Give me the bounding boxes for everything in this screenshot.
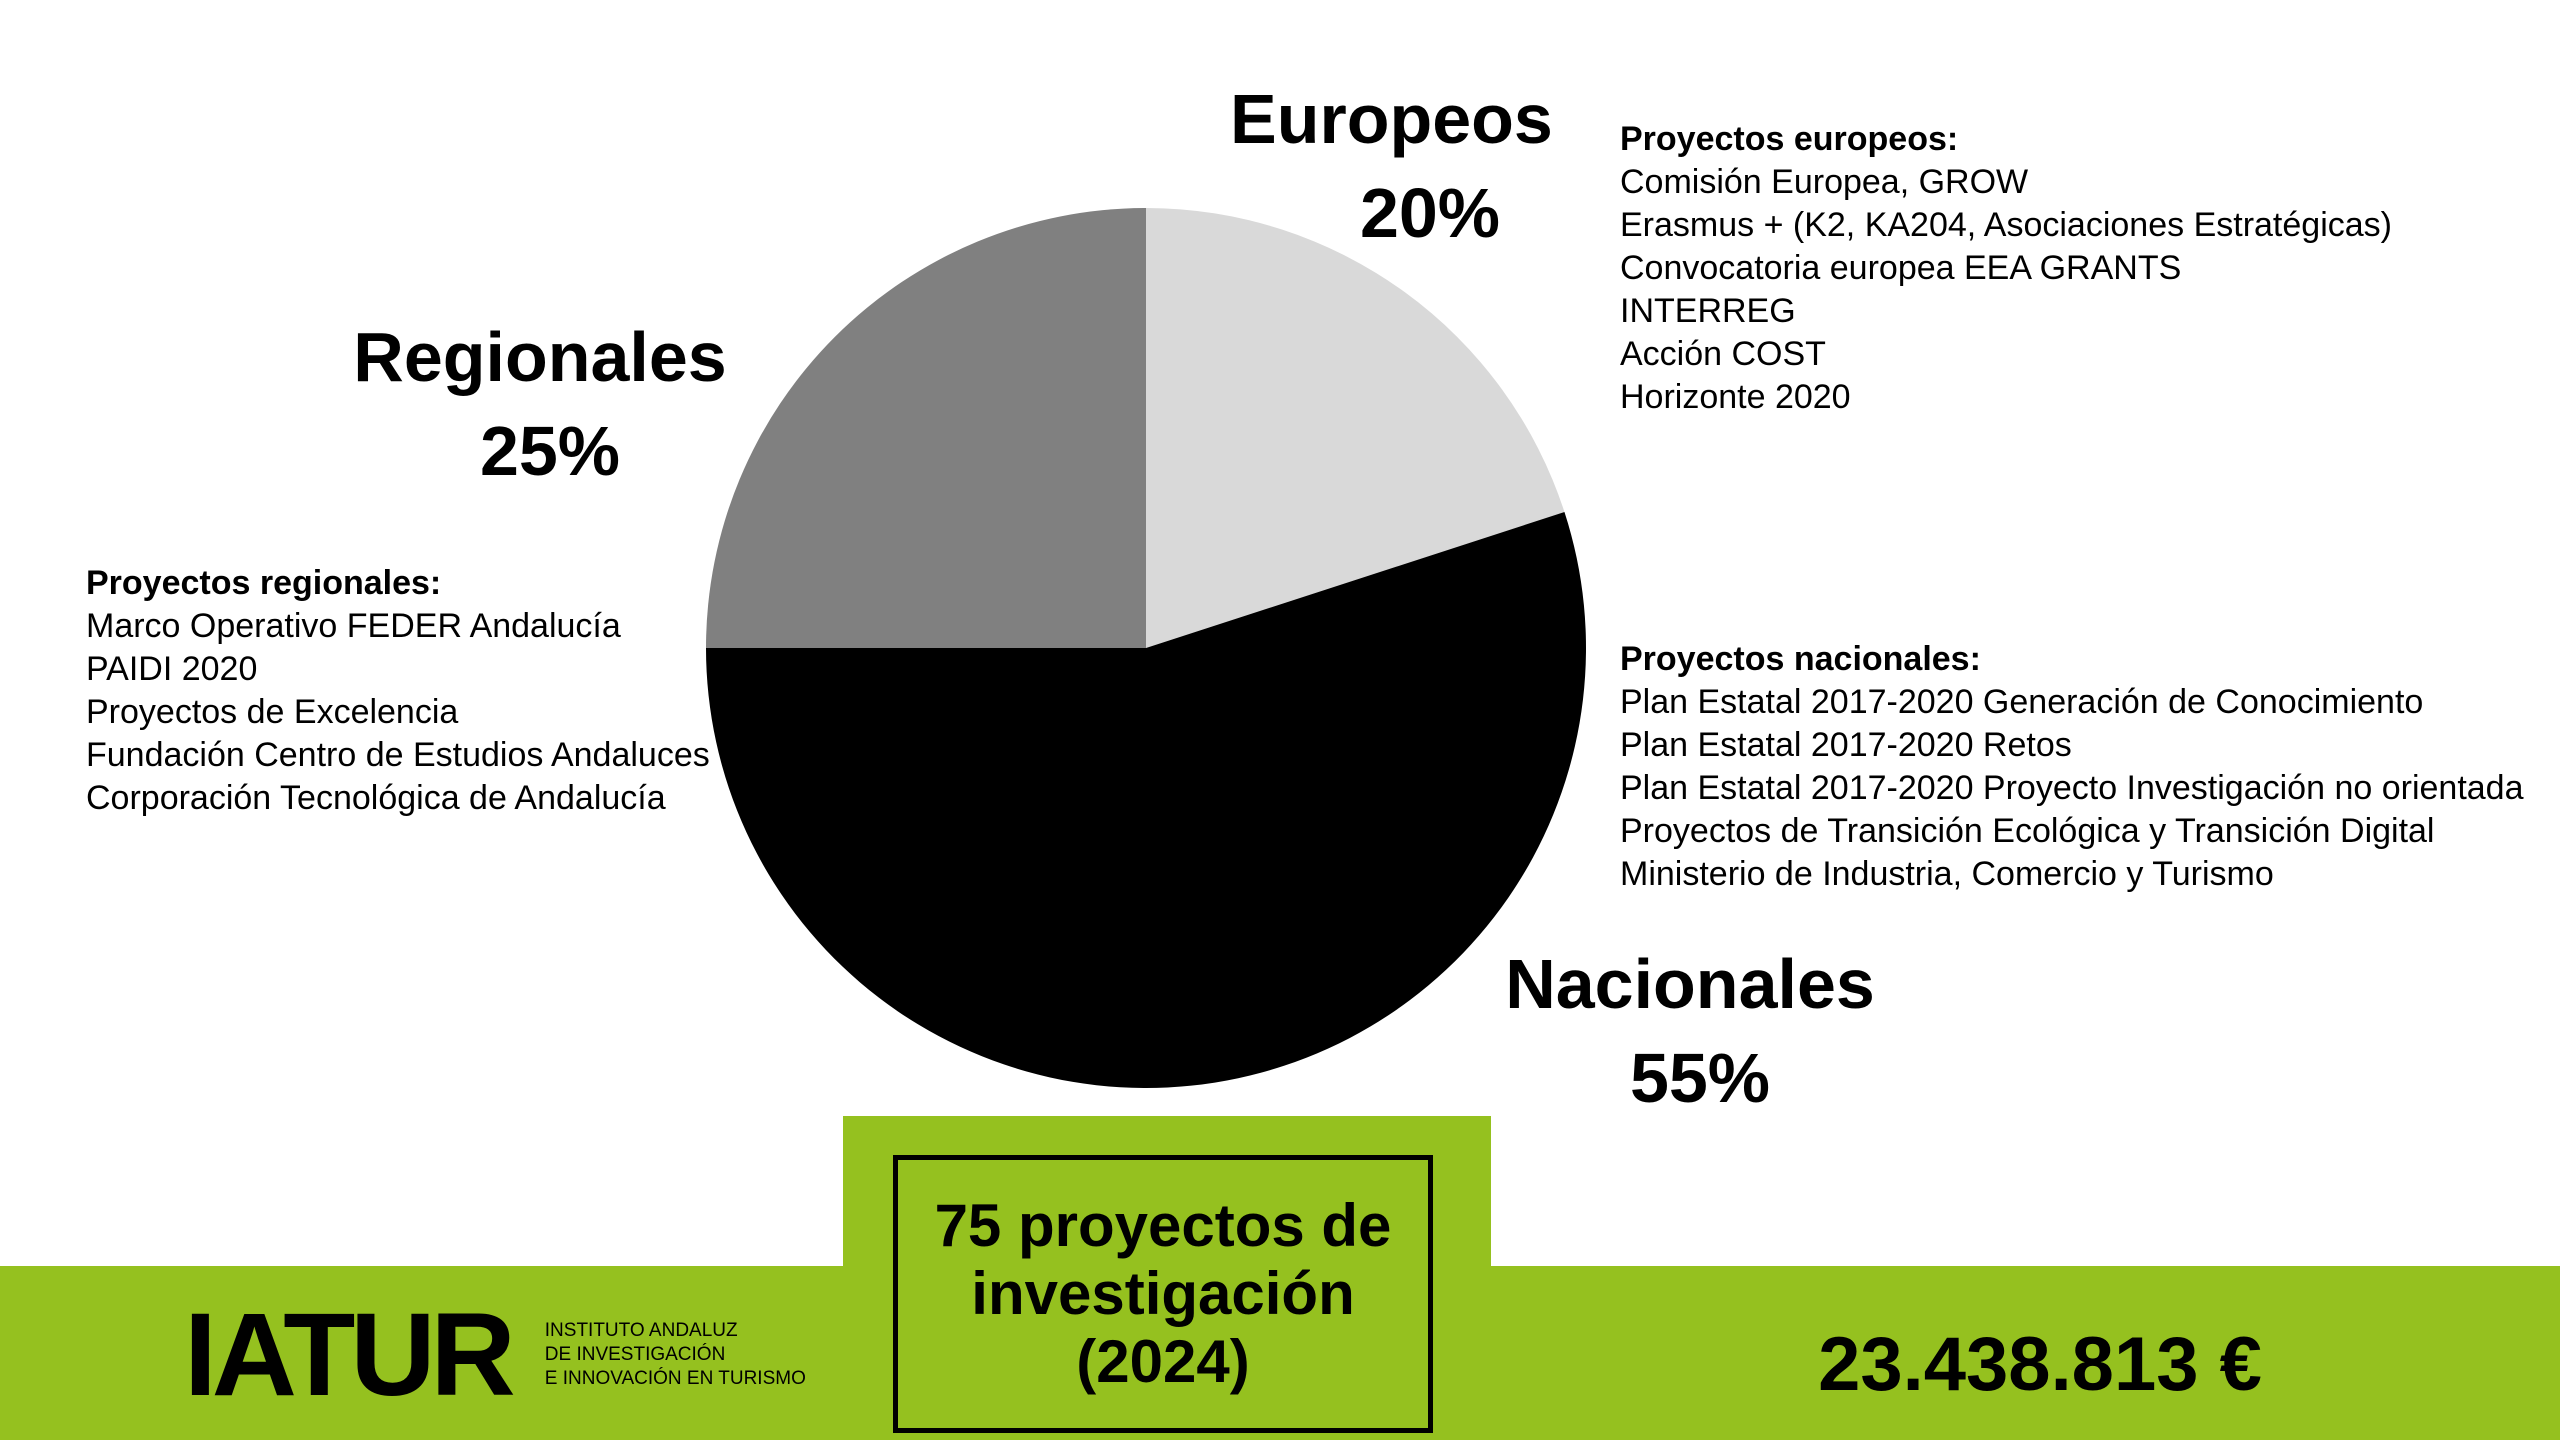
footer-band: [0, 1266, 2560, 1440]
project-count-line2: investigación: [971, 1260, 1355, 1327]
info-regionales-item: Corporación Tecnológica de Andalucía: [86, 779, 666, 817]
logo-mark: IATUR: [184, 1289, 516, 1421]
pie-label-regionales-value: 25%: [479, 412, 621, 490]
pie-slice-nacionales: [705, 512, 1587, 1089]
info-nacionales-item: Ministerio de Industria, Comercio y Turi…: [1620, 855, 2274, 893]
pie-label-nacionales: Nacionales 55%: [1490, 937, 1890, 1125]
info-europeos-title: Proyectos europeos:: [1620, 120, 1959, 158]
logo-text: INSTITUTO ANDALUZ DE INVESTIGACIÓN E INN…: [545, 1319, 806, 1391]
project-count-line3: (2024): [1076, 1328, 1250, 1395]
info-nacionales-title: Proyectos nacionales:: [1620, 640, 1981, 678]
project-count-box: 75 proyectos de investigación (2024): [893, 1155, 1433, 1433]
info-nacionales-item: Plan Estatal 2017-2020 Generación de Con…: [1620, 683, 2424, 721]
pie-label-europeos: Europeos 20%: [1230, 72, 1553, 260]
pie-slice-regionales: [706, 208, 1146, 648]
total-amount: 23.438.813 €: [1818, 1322, 2262, 1407]
project-count-line1: 75 proyectos de: [934, 1192, 1392, 1259]
info-regionales: Proyectos regionales: Marco Operativo FE…: [86, 562, 710, 820]
info-europeos-item: INTERREG: [1620, 292, 1796, 330]
pie-slice-europeos: [1146, 208, 1565, 648]
pie-label-regionales: Regionales 25%: [330, 310, 750, 498]
info-nacionales-item: Plan Estatal 2017-2020 Proyecto Investig…: [1620, 769, 2524, 807]
pie-label-europeos-value: 20%: [1359, 174, 1501, 252]
logo-text-line1: INSTITUTO ANDALUZ: [544, 1320, 738, 1341]
iatur-logo: IATUR INSTITUTO ANDALUZ DE INVESTIGACIÓN…: [184, 1289, 806, 1421]
info-europeos-item: Horizonte 2020: [1620, 378, 1851, 416]
info-regionales-item: Fundación Centro de Estudios Andaluces: [86, 736, 710, 774]
info-europeos-item: Erasmus + (K2, KA204, Asociaciones Estra…: [1620, 206, 2392, 244]
info-nacionales-item: Proyectos de Transición Ecológica y Tran…: [1620, 812, 2435, 850]
info-europeos: Proyectos europeos: Comisión Europea, GR…: [1620, 118, 2392, 419]
pie-label-regionales-name: Regionales: [353, 318, 727, 396]
info-europeos-item: Comisión Europea, GROW: [1620, 163, 2029, 201]
pie-label-nacionales-name: Nacionales: [1505, 945, 1875, 1023]
footer-tab: [843, 1116, 1491, 1286]
info-europeos-item: Acción COST: [1620, 335, 1826, 373]
pie-label-europeos-name: Europeos: [1230, 80, 1553, 158]
logo-text-line2: DE INVESTIGACIÓN: [544, 1344, 726, 1365]
info-regionales-item: PAIDI 2020: [86, 650, 258, 688]
info-nacionales: Proyectos nacionales: Plan Estatal 2017-…: [1620, 638, 2524, 896]
info-nacionales-item: Plan Estatal 2017-2020 Retos: [1620, 726, 2072, 764]
info-europeos-item: Convocatoria europea EEA GRANTS: [1620, 249, 2182, 287]
pie-label-nacionales-value: 55%: [1629, 1039, 1771, 1117]
info-regionales-title: Proyectos regionales:: [86, 564, 442, 602]
info-regionales-item: Proyectos de Excelencia: [86, 693, 459, 731]
info-regionales-item: Marco Operativo FEDER Andalucía: [86, 607, 621, 645]
logo-text-line3: E INNOVACIÓN EN TURISMO: [544, 1368, 806, 1389]
